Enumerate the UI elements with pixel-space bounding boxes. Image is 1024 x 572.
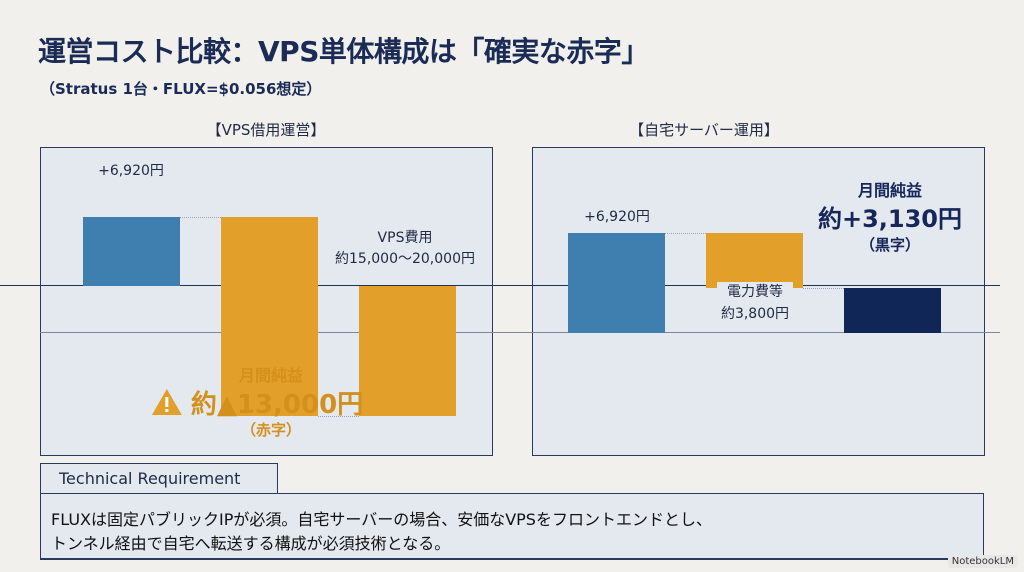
right-net-note: （黒字） <box>859 236 921 254</box>
warning-triangle-icon <box>151 388 183 424</box>
connector-line <box>803 287 844 289</box>
home-net-bar <box>844 287 941 333</box>
right-cost-value: 約3,800円 <box>720 306 790 322</box>
left-revenue-label: +6,920円 <box>98 163 164 179</box>
reference-line <box>40 332 1000 333</box>
technical-requirement-tab: Technical Requirement <box>40 463 278 494</box>
right-panel-title: 【自宅サーバー運用】 <box>629 121 779 139</box>
left-cost-name: VPS費用 <box>377 230 433 246</box>
left-net-note: （赤字） <box>240 421 302 439</box>
right-cost-name: 電力費等 <box>717 282 793 303</box>
slide-title: 運営コスト比較：VPS単体構成は「確実な赤字」 <box>38 35 649 68</box>
left-panel-title: 【VPS借用運営】 <box>206 121 326 139</box>
left-net-value: 約▲13,000円 <box>190 390 364 420</box>
home-revenue-bar <box>568 232 665 333</box>
home-cost-bar <box>706 232 803 288</box>
notebooklm-badge: NotebookLM <box>947 555 1018 568</box>
requirement-line-1: FLUXは固定パブリックIPが必須。自宅サーバーの場合、安価なVPSをフロントエ… <box>51 510 712 529</box>
vps-revenue-bar <box>83 216 180 286</box>
left-cost-value: 約15,000～20,000円 <box>335 251 475 267</box>
technical-requirement-box: FLUXは固定パブリックIPが必須。自宅サーバーの場合、安価なVPSをフロントエ… <box>40 493 984 560</box>
vps-cost-bar <box>221 216 318 416</box>
vps-net-bar <box>359 286 456 416</box>
connector-line <box>180 216 221 218</box>
left-net-name: 月間純益 <box>238 366 304 385</box>
requirement-line-2: トンネル経由で自宅へ転送する構成が必須技術となる。 <box>51 534 451 553</box>
connector-line <box>665 232 706 234</box>
left-net-value-row: 約▲13,000円 <box>151 388 363 424</box>
slide-subtitle: （Stratus 1台・FLUX=$0.056想定） <box>40 80 322 98</box>
right-revenue-label: +6,920円 <box>584 209 650 225</box>
connector-line <box>318 416 359 417</box>
right-net-value: 約+3,130円 <box>817 205 963 233</box>
right-net-name: 月間純益 <box>857 181 923 200</box>
baseline-line <box>0 285 1000 286</box>
